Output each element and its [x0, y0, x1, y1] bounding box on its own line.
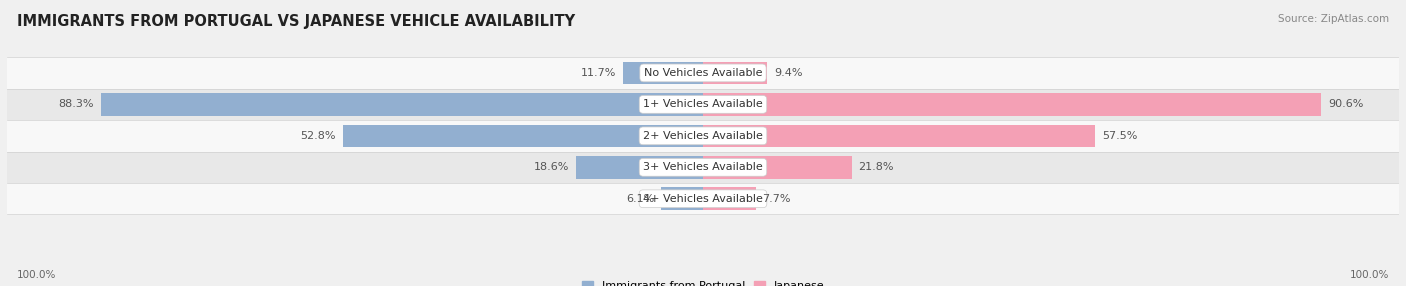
Bar [343, 124, 703, 147]
Bar [576, 156, 703, 179]
Text: 52.8%: 52.8% [301, 131, 336, 141]
Text: 100.0%: 100.0% [1350, 270, 1389, 280]
Bar [0, 120, 1406, 152]
Bar [0, 152, 1406, 183]
Bar [703, 61, 768, 84]
Text: Source: ZipAtlas.com: Source: ZipAtlas.com [1278, 14, 1389, 24]
Text: 90.6%: 90.6% [1329, 100, 1364, 109]
Bar [623, 61, 703, 84]
Text: 18.6%: 18.6% [534, 162, 569, 172]
Text: 88.3%: 88.3% [58, 100, 94, 109]
Text: 9.4%: 9.4% [773, 68, 803, 78]
Bar [703, 156, 852, 179]
Bar [703, 187, 755, 210]
Text: 100.0%: 100.0% [17, 270, 56, 280]
Text: 2+ Vehicles Available: 2+ Vehicles Available [643, 131, 763, 141]
Bar [100, 93, 703, 116]
Bar [703, 124, 1095, 147]
Bar [0, 183, 1406, 214]
Text: 57.5%: 57.5% [1102, 131, 1137, 141]
Bar [0, 89, 1406, 120]
Text: 11.7%: 11.7% [581, 68, 616, 78]
Text: 3+ Vehicles Available: 3+ Vehicles Available [643, 162, 763, 172]
Text: 1+ Vehicles Available: 1+ Vehicles Available [643, 100, 763, 109]
Text: 7.7%: 7.7% [762, 194, 790, 204]
Text: IMMIGRANTS FROM PORTUGAL VS JAPANESE VEHICLE AVAILABILITY: IMMIGRANTS FROM PORTUGAL VS JAPANESE VEH… [17, 14, 575, 29]
Text: 21.8%: 21.8% [859, 162, 894, 172]
Legend: Immigrants from Portugal, Japanese: Immigrants from Portugal, Japanese [576, 277, 830, 286]
Text: 4+ Vehicles Available: 4+ Vehicles Available [643, 194, 763, 204]
Text: No Vehicles Available: No Vehicles Available [644, 68, 762, 78]
Bar [0, 57, 1406, 89]
Bar [703, 93, 1322, 116]
Bar [661, 187, 703, 210]
Text: 6.1%: 6.1% [626, 194, 655, 204]
